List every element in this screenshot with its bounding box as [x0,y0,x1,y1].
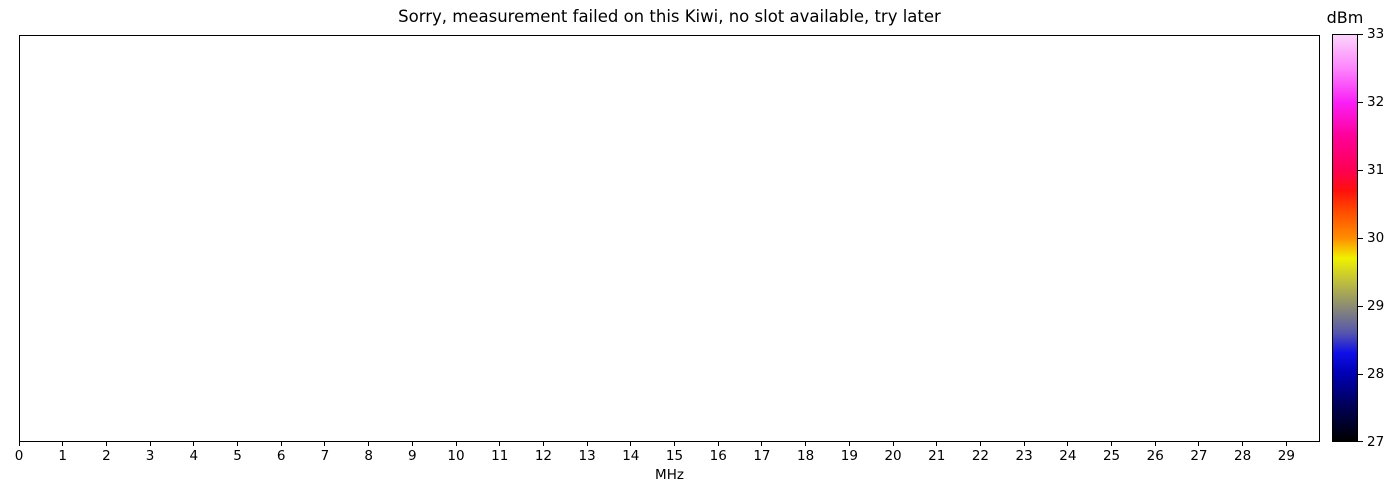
plot-area [19,35,1320,442]
colorbar-tick-mark [1358,373,1363,375]
x-tick-label: 7 [320,448,330,464]
x-tick-mark [149,442,151,446]
x-tick-label: 20 [884,448,902,464]
x-tick-mark [630,442,632,446]
x-tick-mark [717,442,719,446]
x-tick-mark [542,442,544,446]
colorbar [1332,34,1358,442]
colorbar-tick-mark [1358,169,1363,171]
colorbar-tick-label: 32 [1367,94,1385,110]
x-tick-mark [455,442,457,446]
x-tick-label: 2 [102,448,111,464]
x-axis-label: MHz [655,467,684,483]
x-tick-mark [892,442,894,446]
x-tick-label: 0 [14,448,24,464]
x-tick-mark [1154,442,1156,446]
colorbar-axis: 27 28 29 30 31 32 33 [1332,26,1384,450]
x-tick-mark [1242,442,1244,446]
x-tick-mark [324,442,326,446]
colorbar-title: dBm [1326,8,1364,27]
x-tick-mark [1111,442,1113,446]
x-tick-label: 14 [622,448,640,464]
chart-title: Sorry, measurement failed on this Kiwi, … [398,7,941,26]
colorbar-gradient [1333,35,1357,441]
x-tick-label: 17 [753,448,771,464]
x-tick-mark [1285,442,1287,446]
colorbar-tick-mark [1358,34,1363,35]
x-tick-label: 6 [276,448,286,464]
x-tick-label: 23 [1015,448,1033,464]
colorbar-tick-label: 31 [1367,162,1385,178]
x-tick-label: 27 [1190,448,1208,464]
x-tick-label: 29 [1277,448,1295,464]
x-tick-label: 25 [1102,448,1121,464]
x-tick-mark [848,442,850,446]
colorbar-tick-mark [1358,101,1363,103]
colorbar-tick-label: 29 [1367,298,1385,314]
x-tick-label: 8 [364,448,373,464]
colorbar-tick-mark [1358,305,1363,307]
x-tick-mark [1198,442,1200,446]
x-tick-label: 26 [1146,448,1164,464]
colorbar-tick-label: 33 [1367,26,1385,42]
x-tick-label: 5 [233,448,242,464]
x-tick-label: 24 [1059,448,1077,464]
x-tick-mark [674,442,676,446]
x-tick-mark [280,442,282,446]
x-tick-mark [368,442,370,446]
x-tick-mark [586,442,588,446]
x-tick-label: 9 [408,448,417,464]
x-tick-label: 1 [58,448,67,464]
x-tick-mark [18,442,20,446]
x-tick-mark [411,442,413,446]
x-tick-mark [499,442,501,446]
colorbar-tick-label: 28 [1367,366,1385,382]
x-tick-label: 28 [1234,448,1252,464]
colorbar-tick-mark [1358,237,1363,239]
x-tick-label: 19 [840,448,858,464]
colorbar-tick-mark [1358,441,1363,442]
x-tick-mark [237,442,238,446]
x-tick-mark [936,442,938,446]
colorbar-tick-label: 27 [1367,434,1385,450]
x-tick-label: 11 [491,448,509,464]
colorbar-tick-label: 30 [1367,230,1385,246]
x-tick-label: 16 [709,448,727,464]
x-tick-mark [805,442,807,446]
x-tick-mark [1067,442,1069,446]
x-tick-mark [761,442,763,446]
x-tick-label: 4 [189,448,199,464]
x-tick-label: 10 [447,448,465,464]
x-tick-label: 13 [578,448,596,464]
x-tick-mark [62,442,64,446]
x-tick-mark [1023,442,1025,446]
x-tick-label: 18 [797,448,815,464]
x-tick-mark [105,442,107,446]
x-tick-label: 3 [145,448,155,464]
x-tick-mark [193,442,195,446]
x-tick-label: 15 [665,448,684,464]
x-tick-label: 21 [928,448,946,464]
x-tick-label: 22 [971,448,990,464]
x-tick-mark [979,442,981,446]
x-tick-label: 12 [534,448,552,464]
